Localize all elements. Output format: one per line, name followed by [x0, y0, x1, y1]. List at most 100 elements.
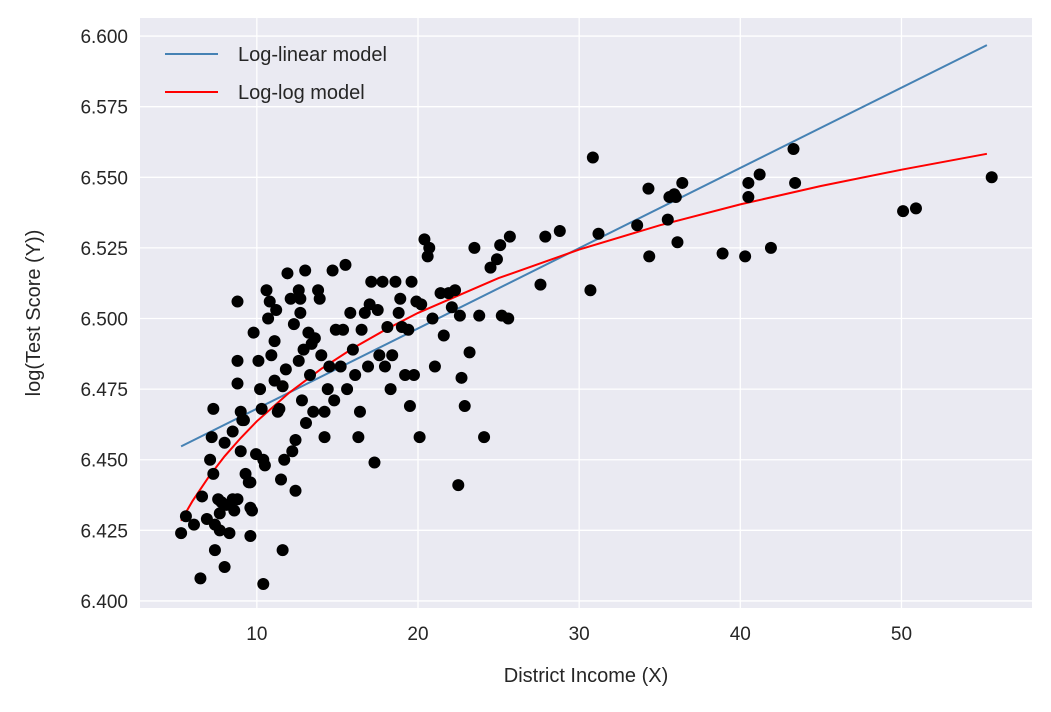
- data-point: [326, 264, 339, 277]
- data-point: [275, 473, 288, 486]
- data-point: [452, 479, 465, 492]
- data-point: [289, 433, 302, 446]
- data-point: [453, 309, 466, 322]
- data-point: [386, 349, 399, 362]
- legend-label-log-linear: Log-linear model: [238, 44, 387, 66]
- data-point: [676, 176, 689, 189]
- data-point: [179, 510, 192, 523]
- data-point: [413, 431, 426, 444]
- y-tick-labels: 6.400 6.425 6.450 6.475 6.500 6.525 6.550 6.575…: [80, 27, 128, 613]
- data-point: [503, 230, 516, 243]
- data-point: [341, 383, 354, 396]
- data-point: [463, 346, 476, 359]
- data-point: [403, 400, 416, 413]
- data-point: [484, 261, 497, 274]
- data-point: [643, 250, 656, 263]
- y-tick-label: 6.450: [80, 451, 128, 472]
- data-point: [415, 298, 428, 311]
- data-point: [260, 284, 273, 297]
- data-point: [468, 241, 481, 254]
- data-point: [753, 168, 766, 181]
- data-point: [394, 292, 407, 305]
- data-point: [985, 171, 998, 184]
- data-point: [237, 414, 250, 427]
- y-tick-label: 6.475: [80, 380, 128, 401]
- data-point: [376, 275, 389, 288]
- data-point: [313, 292, 326, 305]
- data-point: [254, 383, 267, 396]
- data-point: [789, 176, 802, 189]
- data-point: [289, 484, 302, 497]
- data-point: [292, 354, 305, 367]
- data-point: [445, 301, 458, 314]
- y-axis-label: log(Test Score (Y)): [23, 230, 45, 397]
- data-point: [323, 360, 336, 373]
- data-point: [294, 292, 307, 305]
- data-point: [584, 284, 597, 297]
- data-point: [334, 360, 347, 373]
- data-point: [175, 527, 188, 540]
- data-point: [223, 527, 236, 540]
- data-point: [371, 304, 384, 317]
- data-point: [642, 182, 655, 195]
- data-point: [187, 518, 200, 531]
- data-point: [339, 258, 352, 271]
- data-point: [218, 561, 231, 574]
- data-point: [473, 309, 486, 322]
- x-tick-label: 40: [730, 624, 751, 645]
- data-point: [592, 227, 605, 240]
- data-point: [490, 253, 503, 266]
- data-point: [426, 312, 439, 325]
- data-point: [909, 202, 922, 215]
- x-tick-labels: 10 20 30 40 50: [246, 624, 912, 645]
- data-point: [764, 241, 777, 254]
- y-tick-label: 6.550: [80, 168, 128, 189]
- data-point: [278, 453, 291, 466]
- data-point: [207, 467, 220, 480]
- data-point: [318, 405, 331, 418]
- data-point: [437, 329, 450, 342]
- data-point: [276, 380, 289, 393]
- data-point: [226, 425, 239, 438]
- data-point: [231, 493, 244, 506]
- data-point: [244, 476, 257, 489]
- y-tick-label: 6.575: [80, 98, 128, 119]
- x-axis-label: District Income (X): [504, 665, 668, 687]
- data-point: [378, 360, 391, 373]
- data-point: [304, 368, 317, 381]
- data-point: [553, 224, 566, 237]
- data-point: [231, 354, 244, 367]
- data-point: [208, 544, 221, 557]
- data-point: [337, 323, 350, 336]
- legend-label-log-log: Log-log model: [238, 82, 365, 104]
- data-point: [273, 402, 286, 415]
- data-point: [247, 326, 260, 339]
- data-point: [244, 529, 257, 542]
- data-point: [631, 219, 644, 232]
- data-point: [344, 306, 357, 319]
- data-point: [353, 405, 366, 418]
- legend: Log-linear model Log-log model: [165, 44, 387, 104]
- data-point: [307, 405, 320, 418]
- scatter-points: [175, 143, 998, 590]
- data-point: [742, 191, 755, 204]
- data-point: [194, 572, 207, 585]
- y-tick-label: 6.600: [80, 27, 128, 48]
- data-point: [381, 320, 394, 333]
- data-point: [318, 431, 331, 444]
- data-point: [287, 318, 300, 331]
- data-point: [352, 431, 365, 444]
- data-point: [494, 239, 507, 252]
- data-point: [373, 349, 386, 362]
- plot-area: [140, 18, 1032, 608]
- y-tick-label: 6.525: [80, 239, 128, 260]
- data-point: [246, 504, 259, 517]
- data-point: [402, 323, 415, 336]
- data-point: [294, 306, 307, 319]
- data-point: [534, 278, 547, 291]
- x-tick-label: 50: [891, 624, 912, 645]
- data-point: [213, 507, 226, 520]
- data-point: [321, 383, 334, 396]
- data-point: [716, 247, 729, 260]
